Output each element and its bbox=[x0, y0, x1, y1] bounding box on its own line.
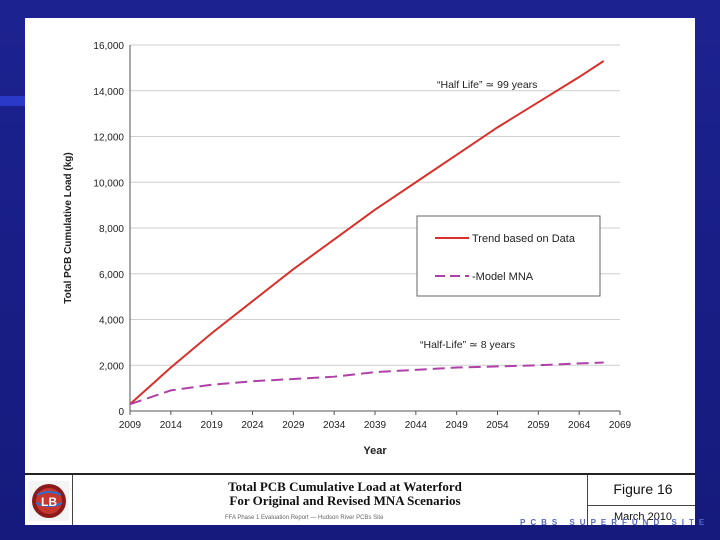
axes: 0 2,000 4,000 6,000 8,000 10,000 12,000 14,000 1… bbox=[63, 41, 632, 457]
annotations: “Half Life” ≃ 99 years “Half-Life” ≃ 8 ye… bbox=[420, 79, 537, 351]
y-tick-label: 12,000 bbox=[93, 133, 124, 144]
x-tick-label: 2029 bbox=[282, 420, 305, 431]
x-axis-label: Year bbox=[363, 445, 387, 457]
x-tick-label: 2059 bbox=[527, 420, 550, 431]
chart-annotation: “Half Life” ≃ 99 years bbox=[437, 79, 537, 91]
x-tick-label: 2039 bbox=[364, 420, 387, 431]
figure-title-line1: Total PCB Cumulative Load at Waterford bbox=[228, 479, 462, 494]
y-tick-label: 10,000 bbox=[93, 178, 124, 189]
x-tick-label: 2014 bbox=[160, 420, 183, 431]
y-tick-label: 0 bbox=[118, 407, 124, 418]
x-tick-label: 2049 bbox=[446, 420, 469, 431]
y-tick-label: 2,000 bbox=[99, 361, 124, 372]
x-tick-label: 2019 bbox=[201, 420, 224, 431]
site-name: PCBS SUPERFUND SITE bbox=[520, 518, 710, 527]
x-tick-label: 2009 bbox=[119, 420, 142, 431]
footer-divider bbox=[587, 475, 588, 525]
y-tick-label: 16,000 bbox=[93, 41, 124, 52]
figure-number: Figure 16 bbox=[613, 481, 673, 497]
pcb-load-chart: 0 2,000 4,000 6,000 8,000 10,000 12,000 14,000 1… bbox=[63, 41, 632, 457]
y-tick-label: 8,000 bbox=[99, 224, 124, 235]
x-tick-label: 2069 bbox=[609, 420, 632, 431]
company-logo-icon: LB bbox=[29, 481, 69, 521]
y-tick-label: 6,000 bbox=[99, 270, 124, 281]
x-tick-label: 2034 bbox=[323, 420, 346, 431]
footer-divider bbox=[587, 505, 695, 506]
figure-date: March 2010 bbox=[613, 511, 673, 523]
x-tick-label: 2054 bbox=[486, 420, 509, 431]
y-axis-label: Total PCB Cumulative Load (kg) bbox=[63, 152, 74, 304]
legend: Trend based on Data -Model MNA bbox=[416, 215, 601, 297]
x-tick-label: 2044 bbox=[405, 420, 428, 431]
y-tick-label: 4,000 bbox=[99, 316, 124, 327]
y-tick-label: 14,000 bbox=[93, 87, 124, 98]
legend-box bbox=[416, 215, 601, 297]
footer-divider bbox=[72, 475, 73, 525]
legend-entry: Trend based on Data bbox=[472, 233, 576, 245]
figure-subtitle: FFA Phase 1 Evaluation Report — Hudson R… bbox=[225, 515, 384, 521]
figure-title: Total PCB Cumulative Load at Waterford F… bbox=[175, 480, 515, 508]
logo-letters: LB bbox=[41, 495, 57, 509]
series-line-1 bbox=[129, 361, 604, 406]
x-tick-label: 2064 bbox=[568, 420, 591, 431]
series-lines bbox=[129, 60, 605, 406]
chart-annotation: “Half-Life” ≃ 8 years bbox=[420, 339, 515, 351]
legend-entry: -Model MNA bbox=[472, 271, 534, 283]
figure-title-line2: For Original and Revised MNA Scenarios bbox=[229, 493, 461, 508]
series-line-0 bbox=[129, 60, 605, 405]
decorative-stripe bbox=[0, 96, 40, 106]
figure-footer: LB Total PCB Cumulative Load at Waterfor… bbox=[25, 473, 695, 525]
figure-sheet: 0 2,000 4,000 6,000 8,000 10,000 12,000 14,000 1… bbox=[25, 18, 695, 525]
x-tick-label: 2024 bbox=[241, 420, 264, 431]
